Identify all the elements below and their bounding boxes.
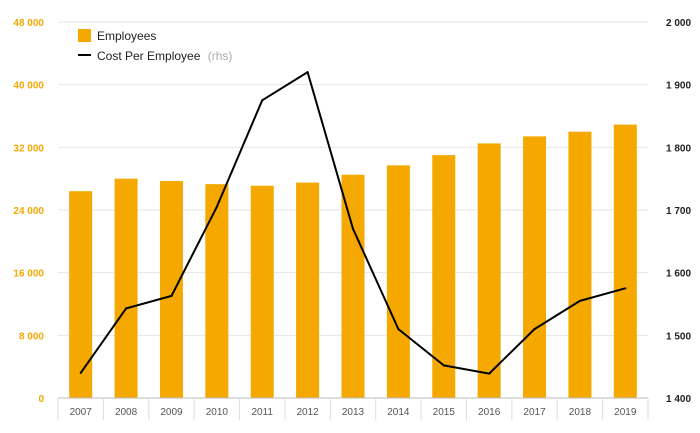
bar-2014	[386, 165, 410, 398]
bar-2017	[523, 136, 547, 398]
y-left-tick-label: 0	[38, 394, 44, 405]
x-tick-label: 2011	[251, 407, 273, 418]
legend: Employees Cost Per Employee (rhs)	[78, 29, 232, 63]
y-left-tick-label: 32 000	[13, 143, 44, 154]
y-left-tick-label: 48 000	[13, 18, 44, 29]
bar-2009	[159, 181, 183, 398]
line-point-2016	[488, 372, 491, 375]
cost-per-employee-line	[79, 71, 627, 375]
x-tick-label: 2008	[115, 407, 138, 418]
employee-bars	[69, 124, 637, 398]
line-point-2014	[397, 328, 400, 331]
bar-2012	[296, 182, 320, 398]
line-point-2013	[352, 227, 354, 230]
legend-label-employees: Employees	[97, 29, 156, 43]
x-tick-label: 2013	[342, 407, 365, 418]
line-point-2010	[215, 205, 218, 208]
bar-2007	[69, 191, 93, 398]
y-right-tick-label: 1 800	[666, 143, 691, 154]
bar-2016	[477, 143, 501, 398]
y-right-tick-label: 1 600	[666, 269, 691, 280]
line-point-2015	[442, 364, 445, 367]
y-right-tick-label: 2 000	[666, 18, 691, 29]
y-right-tick-label: 1 400	[666, 394, 691, 405]
bar-2015	[432, 155, 456, 398]
line-point-2019	[624, 287, 627, 290]
legend-label-cost-name: Cost Per Employee	[97, 49, 201, 63]
legend-label-cost-per-employee: Cost Per Employee (rhs)	[97, 49, 232, 63]
x-tick-label: 2010	[206, 407, 229, 418]
left-y-axis: 0 8 000 16 000 24 000 32 000 40 000 48 000	[13, 18, 44, 405]
y-left-tick-label: 8 000	[19, 331, 44, 342]
line-point-2018	[578, 299, 581, 302]
bar-2008	[114, 178, 138, 398]
bar-2018	[568, 131, 592, 398]
line-point-2008	[125, 307, 128, 310]
x-tick-label: 2009	[160, 407, 183, 418]
x-tick-label: 2007	[70, 407, 93, 418]
bar-2011	[250, 185, 274, 398]
x-tick-label: 2016	[478, 407, 501, 418]
x-tick-label: 2012	[296, 407, 319, 418]
line-point-2017	[533, 328, 536, 331]
y-left-tick-label: 40 000	[13, 81, 44, 92]
x-axis: 2007 2008 2009 2010 2011 2012 2013 2014 2015 2016…	[57, 397, 649, 420]
y-left-tick-label: 24 000	[13, 206, 44, 217]
y-right-tick-label: 1 700	[666, 206, 691, 217]
x-tick-label: 2014	[387, 407, 410, 418]
right-y-axis: 1 400 1 500 1 600 1 700 1 800 1 900 2 000	[666, 18, 691, 405]
line-point-2009	[170, 294, 173, 297]
y-right-tick-label: 1 900	[666, 81, 691, 92]
line-point-2012	[306, 71, 309, 74]
y-left-tick-label: 16 000	[13, 269, 44, 280]
bar-2019	[613, 124, 637, 398]
line-point-2007	[79, 371, 82, 374]
x-tick-label: 2019	[614, 407, 637, 418]
x-tick-label: 2017	[523, 407, 546, 418]
bar-2010	[205, 184, 229, 398]
x-tick-label: 2018	[569, 407, 592, 418]
bar-2013	[341, 174, 365, 398]
x-tick-label: 2015	[433, 407, 456, 418]
legend-swatch-employees	[78, 29, 91, 42]
y-right-tick-label: 1 500	[666, 331, 691, 342]
legend-label-rhs-suffix: (rhs)	[208, 49, 233, 63]
line-point-2011	[261, 99, 264, 102]
